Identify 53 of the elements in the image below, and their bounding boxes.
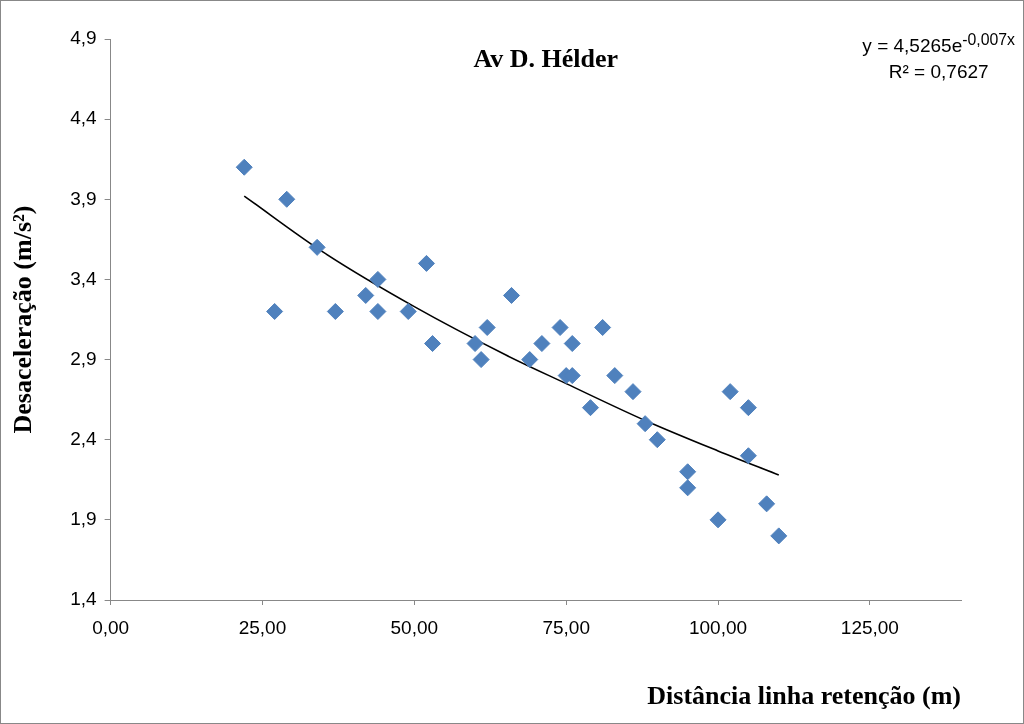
y-tick-label: 3,9 bbox=[70, 187, 97, 209]
point bbox=[466, 335, 484, 353]
point bbox=[235, 158, 253, 176]
point bbox=[679, 463, 697, 481]
point bbox=[624, 383, 642, 401]
x-axis-title: Distância linha retenção (m) bbox=[647, 681, 961, 711]
point bbox=[503, 286, 521, 304]
line-series bbox=[243, 195, 780, 476]
point bbox=[606, 367, 624, 385]
chart-title: Av D. Hélder bbox=[473, 43, 619, 73]
point bbox=[278, 190, 296, 208]
point bbox=[533, 335, 551, 353]
point bbox=[770, 527, 788, 545]
point bbox=[721, 383, 739, 401]
x-tick-label: 100,00 bbox=[688, 616, 748, 638]
x-tick-label: 50,00 bbox=[390, 616, 439, 638]
point bbox=[424, 335, 442, 353]
y-tick-label: 2,4 bbox=[70, 427, 98, 449]
x-tick-label: 75,00 bbox=[542, 616, 590, 638]
point bbox=[758, 495, 776, 513]
point bbox=[326, 302, 344, 320]
point bbox=[739, 399, 757, 417]
point bbox=[399, 302, 417, 320]
point bbox=[357, 286, 375, 304]
point bbox=[581, 399, 599, 417]
point bbox=[417, 254, 435, 272]
point bbox=[266, 302, 284, 320]
point bbox=[636, 415, 654, 433]
point bbox=[308, 238, 326, 256]
x-tick-label: 125,00 bbox=[840, 616, 899, 638]
point bbox=[563, 335, 581, 353]
point bbox=[648, 431, 666, 449]
annotation: y = 4,5265e$^{-0,007x}$ bbox=[862, 31, 1015, 58]
point bbox=[521, 351, 539, 369]
point bbox=[369, 302, 387, 320]
y-tick-label: 4,9 bbox=[70, 27, 97, 49]
point bbox=[551, 319, 569, 337]
point bbox=[594, 319, 612, 337]
y-tick-label: 1,4 bbox=[70, 588, 98, 610]
point bbox=[739, 447, 757, 465]
point bbox=[478, 319, 496, 337]
y-tick-label: 3,4 bbox=[70, 267, 98, 289]
y-tick-label: 4,4 bbox=[70, 107, 98, 129]
point bbox=[369, 270, 387, 288]
x-tick-label: 25,00 bbox=[238, 616, 287, 638]
annotation: R² = 0,7627 bbox=[887, 61, 990, 84]
point bbox=[679, 479, 697, 497]
x-tick-label: 0,00 bbox=[92, 616, 130, 638]
y-tick-label: 2,9 bbox=[70, 347, 97, 369]
point bbox=[709, 511, 727, 529]
y-axis-title: Desaceleração (m/s²) bbox=[8, 205, 38, 434]
point bbox=[472, 351, 490, 369]
y-tick-label: 1,9 bbox=[70, 508, 97, 530]
